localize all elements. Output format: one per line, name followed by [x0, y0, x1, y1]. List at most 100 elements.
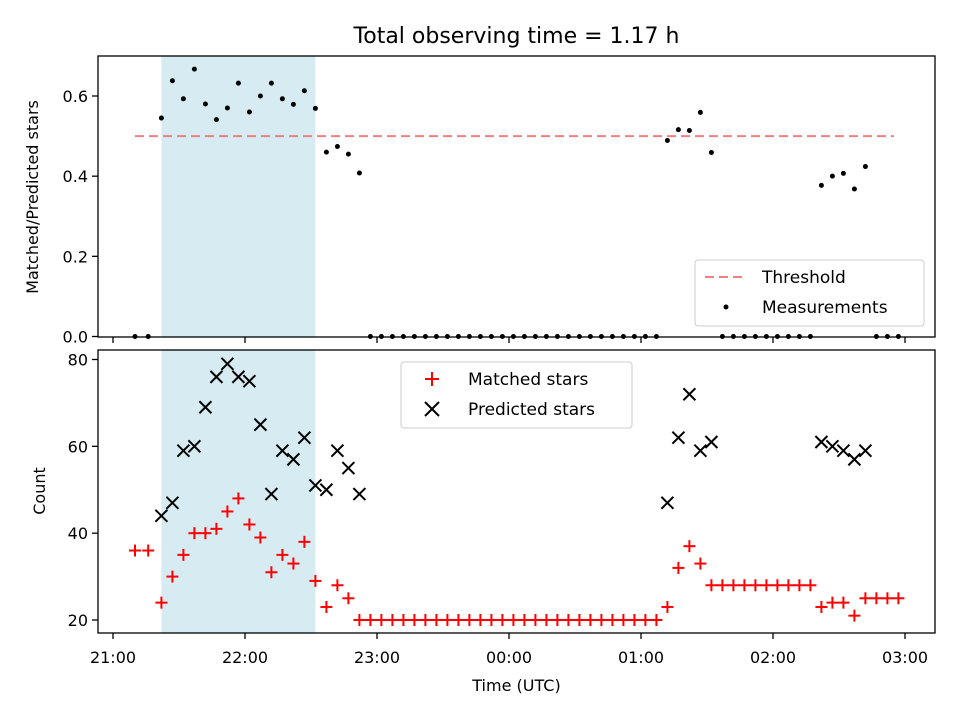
matched-star-marker	[793, 579, 806, 592]
predicted-star-marker	[682, 387, 697, 401]
matched-star-marker	[254, 531, 267, 544]
measurement-point	[818, 182, 824, 188]
predicted-star-marker	[671, 430, 686, 445]
matched-star-marker	[276, 548, 289, 561]
predicted-star-marker	[275, 443, 290, 458]
matched-star-marker	[782, 579, 795, 592]
predicted-star-marker	[264, 487, 279, 501]
matched-star-marker	[859, 592, 872, 605]
matched-star-marker	[815, 600, 828, 613]
measurement-point	[862, 164, 868, 170]
matched-star-marker	[221, 505, 234, 518]
matched-star-marker	[386, 614, 399, 626]
measurement-point	[334, 144, 340, 150]
predicted-stars-markers	[154, 357, 873, 523]
matched-star-marker	[408, 614, 421, 626]
top-axes-frame	[97, 55, 936, 338]
matched-star-marker	[353, 614, 366, 626]
top-y-ticks: 0.0 0.2 0.4 0.6	[63, 87, 98, 347]
matched-star-marker	[309, 574, 322, 587]
matched-star-marker	[584, 614, 597, 626]
legend-matched-label: Matched stars	[468, 370, 588, 390]
matched-star-marker	[606, 614, 619, 626]
measurement-point	[301, 88, 307, 94]
matched-star-marker	[155, 596, 168, 609]
x-tick-label: 03:00	[882, 648, 928, 667]
top-y-tick-label: 0.0	[63, 328, 88, 347]
matched-star-marker	[716, 579, 729, 592]
measurement-point	[345, 151, 351, 157]
matched-star-marker	[331, 579, 344, 592]
matched-star-marker	[804, 579, 817, 592]
matched-star-marker	[617, 614, 630, 626]
matched-star-marker	[595, 614, 608, 626]
measurement-point	[246, 109, 252, 115]
x-tick-label: 02:00	[750, 648, 796, 667]
predicted-star-marker	[814, 435, 829, 449]
predicted-star-marker	[858, 443, 873, 458]
measurement-point	[664, 137, 670, 143]
measurement-point	[268, 80, 274, 86]
measurement-point	[191, 66, 197, 72]
matched-star-marker	[892, 592, 905, 605]
measurement-point	[224, 105, 230, 111]
legend-predicted-swatch	[424, 401, 440, 417]
measurement-point	[257, 93, 263, 99]
predicted-star-marker	[220, 357, 235, 371]
predicted-star-marker	[198, 400, 213, 414]
bottom-panel: 20 40 60 80 21:00 22:00 23:00 00:00 01:00 02:00 0…	[30, 349, 936, 695]
matched-star-marker	[727, 579, 740, 592]
matched-star-marker	[573, 614, 586, 626]
matched-star-marker	[265, 566, 278, 579]
matched-star-marker	[210, 522, 223, 535]
matched-star-marker	[166, 570, 179, 583]
measurement-point	[356, 170, 362, 176]
predicted-star-marker	[660, 496, 675, 510]
matched-star-marker	[375, 614, 388, 626]
x-tick-label: 21:00	[90, 648, 136, 667]
predicted-star-marker	[253, 417, 268, 432]
measurement-point	[158, 115, 164, 121]
x-tick-label: 01:00	[618, 648, 664, 667]
matched-star-marker	[881, 592, 894, 605]
top-legend-box	[694, 259, 925, 327]
matched-star-marker	[540, 614, 553, 626]
measurement-point	[235, 80, 241, 86]
predicted-star-marker	[341, 461, 356, 475]
bottom-y-axis-label: Count	[30, 467, 49, 515]
x-tick-label: 00:00	[486, 648, 532, 667]
matched-star-marker	[683, 540, 696, 553]
matched-star-marker	[551, 614, 564, 626]
top-y-tick-label: 0.4	[63, 167, 88, 186]
matched-star-marker	[749, 579, 762, 592]
predicted-star-marker	[231, 370, 246, 384]
matched-star-marker	[199, 527, 212, 540]
matched-star-marker	[474, 614, 487, 626]
matched-star-marker	[848, 609, 861, 622]
predicted-star-marker	[297, 430, 312, 445]
top-y-tick-label: 0.6	[63, 87, 88, 106]
measurement-point	[180, 96, 186, 102]
bottom-legend-box	[400, 361, 633, 429]
bottom-legend: Matched stars Predicted stars	[400, 361, 633, 429]
measurement-point	[323, 149, 329, 155]
matched-stars-markers	[129, 492, 905, 626]
matched-star-marker	[628, 614, 641, 626]
matched-star-marker	[188, 527, 201, 540]
top-y-axis-label: Matched/Predicted stars	[23, 100, 42, 294]
matched-star-marker	[232, 492, 245, 505]
measurement-point	[213, 117, 219, 123]
bottom-y-ticks: 20 40 60 80	[68, 351, 98, 630]
matched-star-marker	[661, 600, 674, 613]
matched-star-marker	[760, 579, 773, 592]
matched-star-marker	[496, 614, 509, 626]
predicted-star-marker	[176, 443, 191, 458]
matched-star-marker	[452, 614, 465, 626]
predicted-star-marker	[209, 370, 224, 384]
x-tick-label: 23:00	[354, 648, 400, 667]
predicted-star-marker	[693, 443, 708, 458]
predicted-star-marker	[330, 443, 345, 458]
matched-star-marker	[837, 596, 850, 609]
